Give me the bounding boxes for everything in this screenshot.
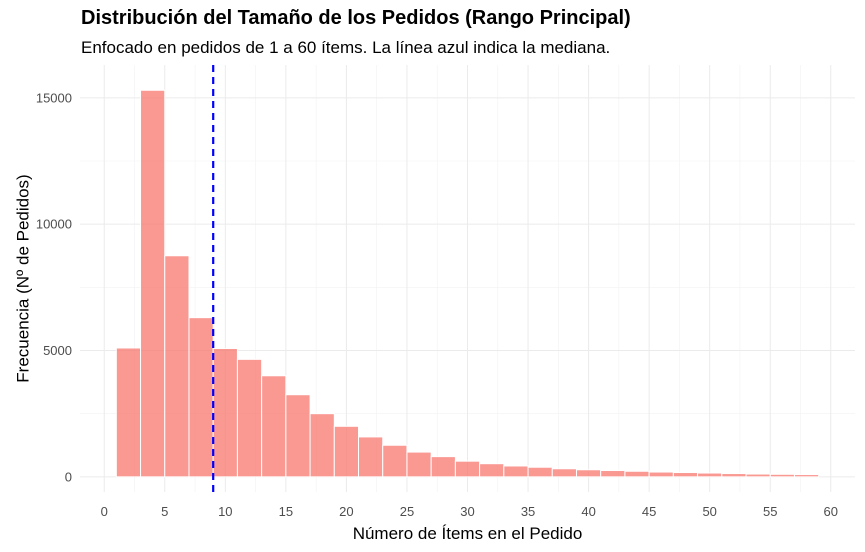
x-tick-label: 20	[339, 504, 353, 519]
histogram-bar	[600, 470, 626, 478]
x-tick-label: 35	[521, 504, 535, 519]
x-tick-label: 60	[824, 504, 838, 519]
y-axis-title: Frecuencia (Nº de Pedidos)	[13, 174, 32, 382]
y-tick-label: 10000	[36, 217, 72, 232]
histogram-bar	[624, 470, 650, 478]
histogram-bar	[793, 474, 820, 478]
histogram-bar	[430, 456, 456, 478]
chart-subtitle: Enfocado en pedidos de 1 a 60 ítems. La …	[81, 38, 611, 57]
histogram-bar	[164, 255, 190, 478]
y-tick-label: 15000	[36, 90, 72, 105]
histogram-bar	[212, 347, 238, 478]
histogram-bar	[551, 468, 577, 478]
histogram-bar	[575, 469, 602, 478]
histogram-bar	[309, 413, 335, 478]
histogram-bar	[188, 317, 214, 478]
x-tick-label: 30	[460, 504, 474, 519]
x-tick-label: 5	[161, 504, 168, 519]
x-axis-title: Número de Ítems en el Pedido	[353, 524, 583, 543]
x-tick-label: 15	[279, 504, 293, 519]
histogram-bar	[236, 358, 263, 478]
histogram-bar	[648, 471, 674, 478]
histogram-bar	[769, 473, 795, 478]
histogram-bar	[479, 463, 505, 478]
x-tick-label: 55	[763, 504, 777, 519]
histogram-bars	[115, 89, 820, 478]
x-tick-label: 25	[400, 504, 414, 519]
chart-title: Distribución del Tamaño de los Pedidos (…	[81, 7, 631, 29]
histogram-bar	[406, 451, 432, 478]
histogram-bar	[382, 444, 408, 478]
histogram-bar	[333, 425, 360, 478]
x-tick-label: 0	[101, 504, 108, 519]
y-tick-label: 0	[65, 469, 72, 484]
x-axis-ticks: 0 5 10 15 20 25 30 35 40 45 50 55 60	[101, 504, 838, 519]
x-tick-label: 50	[702, 504, 716, 519]
x-tick-label: 10	[218, 504, 232, 519]
histogram-bar	[745, 473, 771, 478]
histogram-bar	[697, 472, 723, 478]
histogram-bar	[503, 465, 529, 478]
histogram-bar	[261, 375, 287, 478]
histogram-bar	[358, 436, 384, 478]
histogram-bar	[115, 347, 142, 478]
histogram-bar	[285, 394, 311, 478]
histogram-bar	[454, 460, 481, 478]
histogram-bar	[672, 472, 699, 478]
y-axis-ticks: 0 5000 10000 15000	[36, 90, 72, 484]
x-tick-label: 40	[581, 504, 595, 519]
histogram-bar	[527, 466, 553, 478]
y-tick-label: 5000	[43, 343, 72, 358]
x-tick-label: 45	[642, 504, 656, 519]
histogram-bar	[721, 473, 747, 478]
histogram-bar	[140, 89, 166, 478]
